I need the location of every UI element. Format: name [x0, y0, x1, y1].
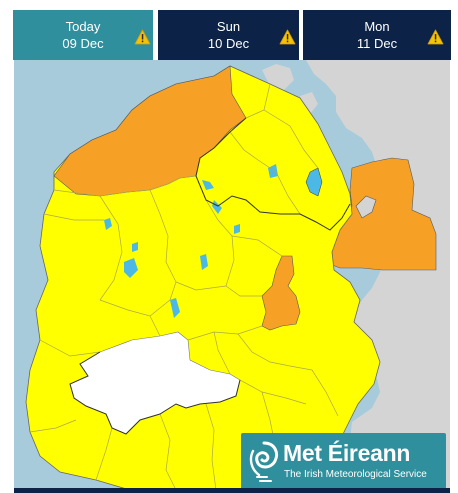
lake-small	[268, 164, 278, 178]
warning-triangle-icon	[279, 29, 296, 45]
tab-day-label: Today	[65, 19, 101, 34]
tab-date-label: 09 Dec	[62, 36, 104, 51]
tab-day-label: Sun	[216, 19, 241, 34]
warning-triangle-icon	[134, 29, 151, 45]
region-orange-wicklow	[261, 255, 301, 331]
day-tabs: Today 09 Dec Sun 10 Dec Mon 11 Dec	[13, 10, 451, 60]
ni-border	[195, 117, 351, 231]
logo-title: Met Éireann	[283, 440, 411, 466]
lake-small	[234, 224, 240, 234]
tab-day-label: Mon	[364, 19, 390, 34]
met-eireann-swirl-icon	[249, 441, 279, 482]
lough-erne	[202, 180, 214, 190]
ireland-map	[14, 60, 450, 490]
lough-erne-lower	[212, 200, 222, 214]
bottom-bar	[14, 488, 450, 493]
lough-mask	[104, 218, 112, 230]
tab-date-label: 10 Dec	[207, 36, 250, 51]
lakes	[104, 164, 323, 318]
tab-today[interactable]: Today 09 Dec	[13, 10, 153, 60]
lake-small	[132, 242, 138, 252]
scottish-island	[262, 64, 294, 90]
warning-map	[14, 60, 450, 490]
met-eireann-logo[interactable]: Met Éireann The Irish Meteorological Ser…	[241, 433, 446, 489]
tab-date-label: 11 Dec	[356, 36, 398, 51]
lough-derg	[170, 298, 180, 318]
tab-sunday[interactable]: Sun 10 Dec	[158, 10, 299, 60]
lough-ree	[200, 254, 208, 270]
coastline	[69, 351, 241, 435]
wales-island	[355, 195, 377, 219]
great-britain-landmass	[306, 60, 450, 490]
warning-triangle-icon	[427, 29, 444, 45]
tab-monday[interactable]: Mon 11 Dec	[303, 10, 451, 60]
logo-subtitle: The Irish Meteorological Service	[284, 469, 427, 480]
lough-corrib	[124, 258, 138, 278]
